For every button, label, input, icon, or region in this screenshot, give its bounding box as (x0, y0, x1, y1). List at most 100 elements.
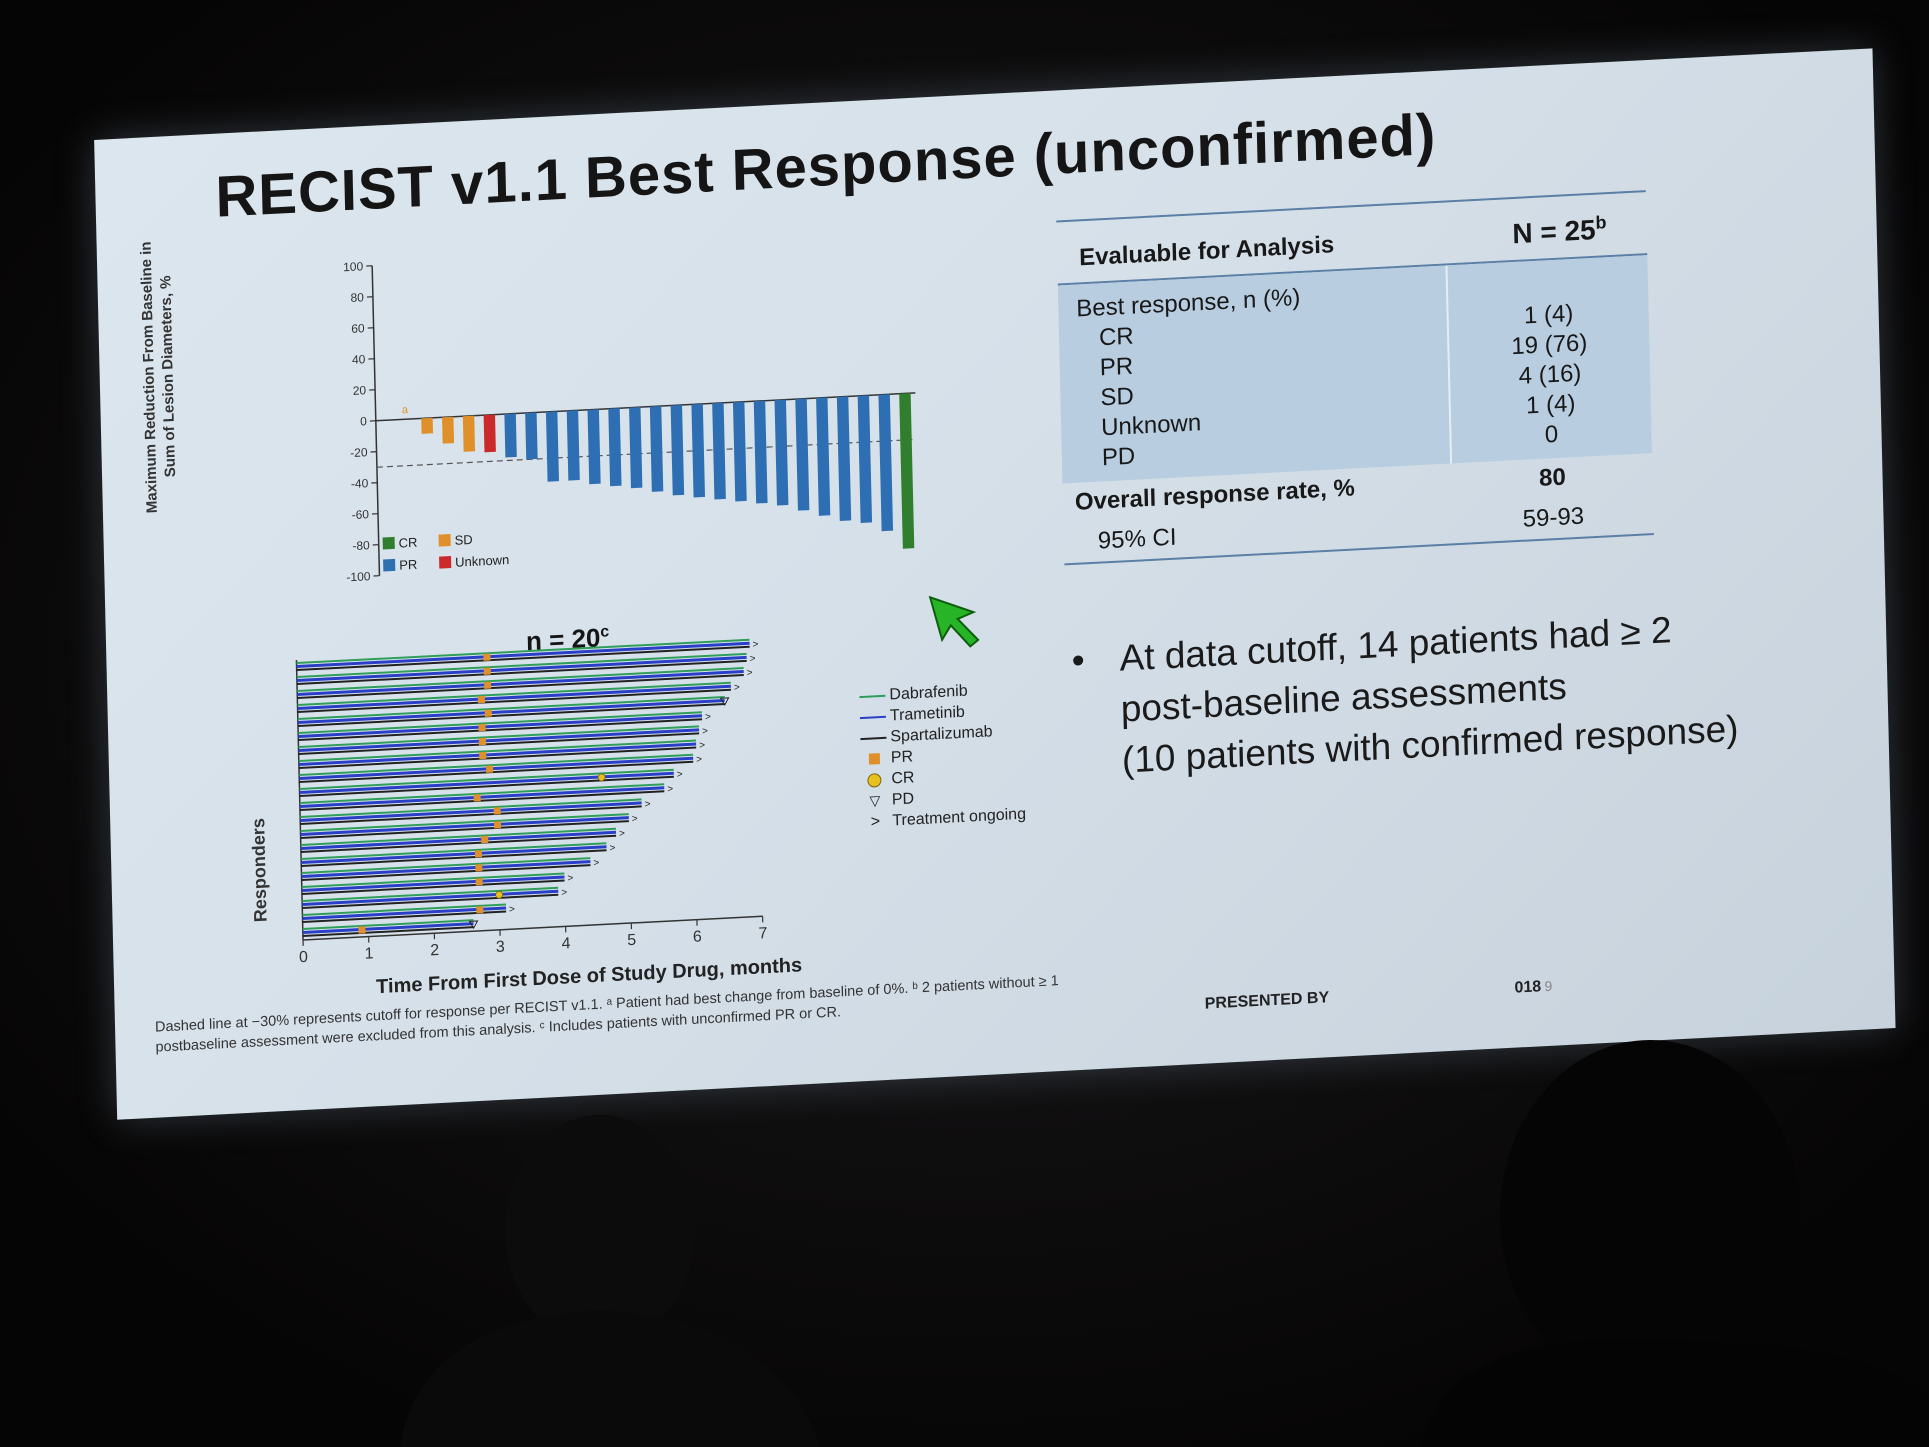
swimmer-pr-marker (478, 737, 486, 746)
swimmer-y-axis (295, 660, 304, 941)
swimmer-trametinib-line (298, 714, 703, 739)
swimmer-ongoing-marker: > (509, 904, 515, 915)
waterfall-bar (836, 396, 852, 521)
swimmer-spartalizumab-line (298, 746, 697, 770)
swimmer-ongoing-marker: > (619, 828, 625, 839)
swimmer-x-tick-label: 6 (693, 928, 702, 945)
swimmer-dabrafenib-line (302, 919, 474, 930)
swimmer-dabrafenib-line (300, 813, 629, 832)
swimmer-trametinib-line (297, 699, 725, 725)
table-header-sup: b (1595, 212, 1607, 233)
swimmer-spartalizumab-line (298, 732, 700, 756)
swimmer-pr-marker (475, 878, 483, 886)
swimmer-trametinib-line (302, 906, 507, 920)
mouse-cursor-icon (928, 595, 980, 648)
swimmer-spartalizumab-line (298, 718, 703, 742)
legend-circle-swatch (867, 772, 882, 788)
swimmer-pr-marker (358, 926, 366, 934)
swimmer-cr-marker (597, 773, 606, 782)
swimmer-pr-marker (479, 751, 487, 760)
waterfall-zero-line (375, 392, 916, 422)
waterfall-legend-swatch (383, 558, 396, 572)
swimmer-ongoing-marker: > (561, 887, 567, 898)
waterfall-bar (483, 414, 496, 453)
waterfall-bar (525, 412, 538, 460)
legend-line-swatch (860, 736, 887, 740)
legend-label: Trametinib (889, 703, 966, 725)
table-labels: Best response, n (%) CR PR SD Unknown PD (1057, 265, 1453, 484)
swimmer-dabrafenib-line (296, 638, 750, 665)
legend-symbol: ▽ (858, 792, 892, 811)
swimmer-ongoing-marker: > (734, 682, 740, 693)
bullet-dot: • (1071, 639, 1086, 682)
swimmer-pr-marker (476, 906, 484, 914)
swimmer-cr-marker (495, 890, 504, 899)
swimmer-pr-marker (486, 765, 494, 773)
legend-label: CR (891, 768, 915, 788)
legend-line-swatch (859, 715, 886, 719)
swimmer-pr-marker (484, 709, 492, 717)
swimmer-spartalizumab-line (296, 659, 747, 686)
table-ci-value: 59-93 (1522, 502, 1585, 534)
bullet-point: • At data cutoff, 14 patients had ≥ 2 po… (1071, 595, 1854, 788)
table-values: 1 (4) 19 (76) 4 (16) 1 (4) 0 (1447, 255, 1651, 463)
waterfall-y-tick-label: -40 (351, 476, 369, 491)
swimmer-spartalizumab-line (302, 893, 559, 909)
swimmer-pr-marker (483, 653, 491, 661)
response-table: Evaluable for Analysis N = 25b Best resp… (1056, 190, 1654, 566)
waterfall-legend-label: CR (399, 535, 418, 551)
swimmer-trametinib-line (301, 860, 591, 878)
swimmer-dabrafenib-line (300, 798, 642, 819)
waterfall-bar (857, 395, 873, 523)
swimmer-trametinib-line (299, 786, 665, 809)
swimmer-pr-marker (478, 723, 486, 732)
swimmer-pr-marker (493, 807, 501, 815)
waterfall-y-tick-label: -100 (346, 569, 371, 584)
legend-label: Treatment ongoing (892, 805, 1027, 830)
table-orr-value: 80 (1538, 463, 1567, 493)
table-body: Best response, n (%) CR PR SD Unknown PD… (1057, 255, 1652, 484)
swimmer-ongoing-marker: > (567, 873, 573, 884)
swimmer-x-tick-label: 4 (561, 935, 570, 952)
legend-symbol (857, 753, 891, 766)
legend-label: PR (890, 747, 914, 767)
swimmer-dabrafenib-line (301, 842, 607, 860)
swimmer-pd-marker (468, 920, 479, 930)
swimmer-pr-marker (481, 835, 489, 844)
swimmer-dabrafenib-line (298, 725, 699, 749)
waterfall-y-tick-label: 80 (350, 290, 364, 305)
swimmer-trametinib-line (299, 756, 694, 781)
swimmer-x-tick-label: 0 (299, 949, 308, 966)
projected-slide: RECIST v1.1 Best Response (unconfirmed) … (92, 0, 1896, 1120)
waterfall-y-tick-label: 60 (351, 321, 365, 336)
swimmer-spartalizumab-line (301, 849, 607, 867)
waterfall-zero-marker: a (402, 404, 409, 416)
legend-triangle-swatch: ▽ (869, 792, 881, 809)
table-header-right: N = 25b (1512, 211, 1637, 251)
swimmer-ongoing-marker: > (645, 799, 651, 810)
waterfall-bar (649, 406, 664, 492)
swimmer-spartalizumab-line (300, 805, 642, 826)
swimmer-spartalizumab-line (299, 790, 665, 812)
waterfall-legend-label: SD (454, 532, 472, 548)
swimmer-trametinib-line (297, 670, 744, 697)
waterfall-y-tick-label: 100 (343, 259, 364, 274)
swimmer-spartalizumab-line (301, 879, 565, 895)
swimmer-spartalizumab-line (300, 834, 617, 853)
swimmer-trametinib-line (299, 771, 674, 795)
swimmer-dabrafenib-line (297, 696, 725, 721)
swimmer-dabrafenib-line (298, 711, 702, 735)
swimmer-dabrafenib-line (300, 827, 616, 846)
swimmer-trametinib-line (302, 922, 474, 934)
waterfall-bar (504, 413, 517, 458)
swimmer-trametinib-line (298, 742, 697, 767)
swimmer-trametinib-line (296, 641, 750, 669)
swimmer-spartalizumab-line (297, 688, 731, 714)
waterfall-chart: 100 80 60 40 20 0 -20 -40 -60 -80 -100 a CR SD PR Unkno… (343, 259, 917, 584)
swimmer-ongoing-marker: > (667, 784, 673, 795)
swimmer-plot: 0 1 2 3 4 5 6 7>>>>>>>>>>>>>>>>>> (295, 638, 768, 966)
swimmer-x-tick-label: 3 (496, 939, 505, 956)
waterfall-legend-swatch (439, 555, 452, 569)
legend-ongoing-swatch: > (870, 812, 881, 831)
waterfall-bar (421, 417, 434, 434)
